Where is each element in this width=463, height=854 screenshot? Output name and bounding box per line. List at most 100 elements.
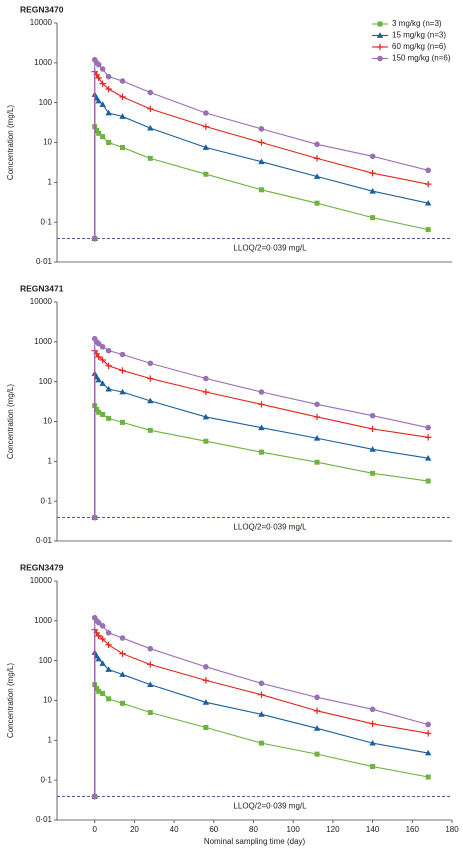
data-point — [370, 470, 376, 476]
series-line — [94, 405, 429, 518]
data-point — [258, 139, 265, 146]
data-point — [94, 128, 100, 134]
data-point — [425, 424, 431, 431]
x-tick-label: 120 — [326, 825, 340, 834]
y-tick-label: 1 — [48, 177, 53, 186]
data-point — [258, 711, 265, 717]
data-point — [91, 235, 98, 242]
data-point — [203, 438, 209, 444]
data-point — [258, 740, 264, 746]
data-point — [120, 419, 126, 425]
data-point — [425, 227, 431, 233]
data-point — [425, 774, 431, 780]
data-point — [99, 356, 106, 364]
series-line — [94, 373, 429, 518]
y-tick-label: 0·01 — [36, 536, 53, 545]
y-tick-label: 0·01 — [36, 815, 53, 824]
data-point — [95, 61, 102, 68]
data-point — [147, 105, 154, 113]
y-tick-label: 10000 — [30, 576, 53, 585]
data-point — [424, 434, 432, 441]
data-point — [147, 661, 154, 668]
x-tick-label: 20 — [130, 825, 139, 834]
data-point — [147, 89, 154, 96]
legend-label: 3 mg/kg (n=3) — [392, 19, 442, 28]
data-point — [147, 681, 154, 688]
data-point — [202, 413, 210, 420]
y-tick-label: 1000 — [34, 337, 52, 346]
x-tick-label: 160 — [406, 825, 420, 834]
data-point — [119, 351, 126, 358]
y-tick-label: 100 — [39, 377, 53, 386]
x-tick-label: 40 — [170, 825, 179, 834]
data-point — [424, 199, 432, 206]
panel-title: REGN3471 — [20, 283, 64, 293]
data-point — [424, 454, 432, 461]
data-point — [99, 623, 106, 629]
data-point — [258, 691, 265, 698]
y-tick-label: 1000 — [34, 616, 52, 625]
data-point — [313, 435, 321, 441]
data-point — [99, 101, 106, 107]
data-point — [314, 401, 320, 408]
data-point — [258, 449, 264, 455]
data-point — [314, 200, 320, 206]
y-tick-label: 0·1 — [40, 775, 52, 784]
data-point — [105, 347, 112, 354]
data-point — [105, 73, 112, 80]
data-point — [105, 362, 112, 370]
data-point — [369, 446, 376, 452]
data-point — [425, 478, 431, 484]
data-point — [94, 407, 100, 413]
data-point — [203, 375, 209, 382]
data-point — [105, 85, 112, 93]
data-point — [369, 412, 376, 419]
data-point — [369, 720, 376, 728]
data-point — [105, 630, 112, 636]
data-point — [100, 134, 106, 140]
data-point — [99, 80, 106, 87]
data-point — [203, 110, 209, 116]
data-point — [94, 686, 100, 692]
data-point — [105, 109, 112, 116]
data-point — [119, 650, 126, 657]
data-point — [95, 632, 102, 640]
data-point — [369, 169, 376, 177]
data-point — [147, 645, 154, 652]
legend-marker — [377, 55, 383, 62]
data-point — [370, 215, 376, 221]
data-point — [203, 724, 209, 730]
lloq-label: LLOQ/2=0·039 mg/L — [233, 802, 307, 811]
data-point — [105, 666, 112, 672]
y-axis-label: Concentration (mg/L) — [6, 384, 15, 459]
data-point — [147, 375, 154, 382]
data-point — [100, 411, 106, 417]
data-point — [105, 641, 112, 649]
data-point — [147, 124, 154, 131]
data-point — [91, 793, 98, 800]
y-tick-label: 0·1 — [40, 496, 52, 505]
data-point — [258, 187, 264, 193]
lloq-label: LLOQ/2=0·039 mg/L — [233, 523, 307, 532]
panel-title: REGN3470 — [20, 4, 64, 14]
data-point — [119, 388, 126, 395]
data-point — [369, 739, 376, 746]
data-point — [119, 671, 126, 677]
data-point — [106, 415, 112, 421]
data-point — [99, 380, 106, 386]
x-tick-label: 140 — [366, 825, 380, 834]
data-point — [100, 690, 106, 696]
data-point — [424, 749, 432, 756]
data-point — [99, 66, 106, 72]
data-point — [424, 180, 432, 188]
data-point — [96, 688, 102, 694]
data-point — [424, 730, 432, 737]
data-point — [369, 153, 376, 160]
data-point — [369, 425, 376, 433]
data-point — [147, 155, 153, 161]
y-axis-label: Concentration (mg/L) — [6, 105, 15, 180]
data-point — [95, 340, 102, 347]
data-point — [95, 97, 102, 104]
x-tick-label: 100 — [287, 825, 301, 834]
